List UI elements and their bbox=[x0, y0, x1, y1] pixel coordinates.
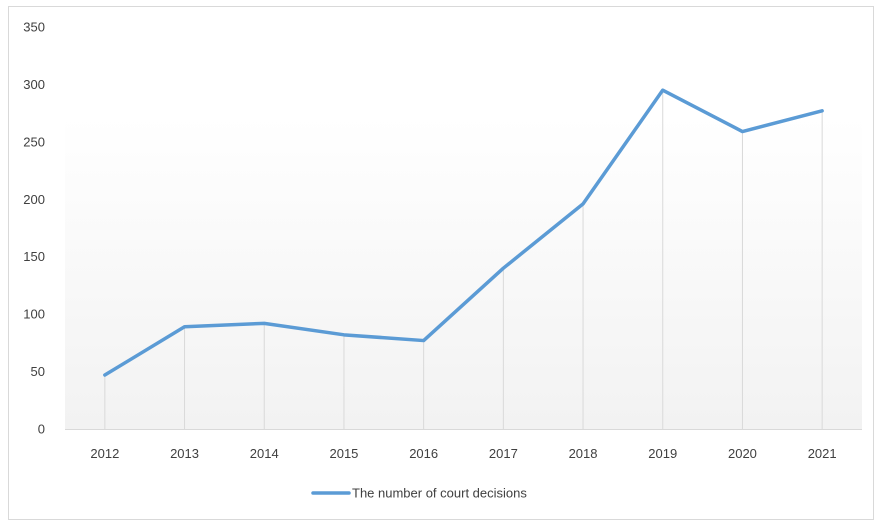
y-tick-label: 100 bbox=[23, 307, 45, 322]
x-tick-label: 2019 bbox=[648, 446, 677, 461]
x-tick-label: 2014 bbox=[250, 446, 279, 461]
y-tick-label: 300 bbox=[23, 77, 45, 92]
drop-lines bbox=[104, 90, 823, 429]
x-tick-label: 2015 bbox=[329, 446, 358, 461]
y-tick-label: 0 bbox=[38, 422, 45, 437]
x-tick-label: 2018 bbox=[569, 446, 598, 461]
y-tick-label: 50 bbox=[31, 364, 45, 379]
y-tick-label: 150 bbox=[23, 249, 45, 264]
y-axis-tick-labels: 0 50 100 150 200 250 300 350 bbox=[23, 20, 45, 437]
legend: The number of court decisions bbox=[311, 486, 527, 501]
x-tick-label: 2016 bbox=[409, 446, 438, 461]
y-tick-label: 200 bbox=[23, 192, 45, 207]
series-lines bbox=[103, 88, 824, 377]
x-tick-label: 2021 bbox=[808, 446, 837, 461]
series-line bbox=[103, 88, 824, 377]
legend-label: The number of court decisions bbox=[352, 486, 527, 501]
x-tick-label: 2020 bbox=[728, 446, 757, 461]
y-tick-label: 250 bbox=[23, 134, 45, 149]
x-tick-label: 2017 bbox=[489, 446, 518, 461]
x-axis-tick-labels: 2012 2013 2014 2015 2016 2017 2018 2019 2020 2021 bbox=[90, 446, 836, 461]
x-tick-label: 2012 bbox=[90, 446, 119, 461]
plot-area bbox=[65, 116, 862, 429]
y-tick-label: 350 bbox=[23, 20, 45, 35]
x-tick-label: 2013 bbox=[170, 446, 199, 461]
